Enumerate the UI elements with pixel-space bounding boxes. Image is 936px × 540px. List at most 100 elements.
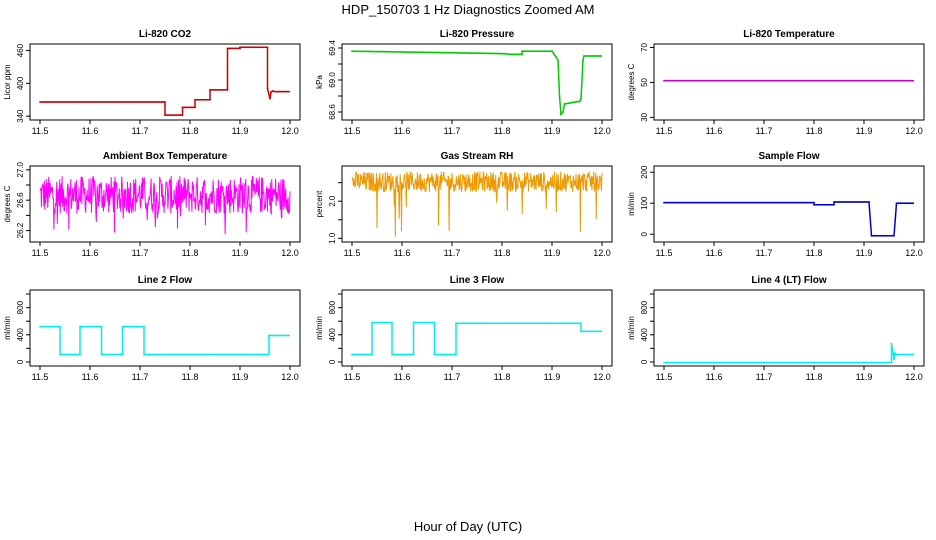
data-point <box>43 325 45 328</box>
data-point <box>705 361 707 364</box>
data-point <box>815 203 817 206</box>
data-point <box>766 361 769 364</box>
data-point <box>469 322 471 325</box>
data-point <box>395 353 397 356</box>
data-point <box>533 50 535 53</box>
data-point <box>363 353 365 356</box>
y-tick-label: 400 <box>16 76 25 90</box>
data-point <box>405 51 407 53</box>
data-point <box>723 201 725 204</box>
data-point <box>266 353 268 356</box>
x-tick-label: 11.7 <box>756 126 773 136</box>
x-tick-label: 11.9 <box>856 372 873 382</box>
data-point <box>828 361 831 364</box>
data-point <box>503 52 505 55</box>
data-point <box>671 79 673 82</box>
x-tick-label: 11.8 <box>494 372 511 382</box>
data-point <box>596 330 599 333</box>
data-point <box>859 79 861 82</box>
data-point <box>266 46 269 49</box>
data-point <box>385 50 387 53</box>
data-point <box>256 46 259 49</box>
data-point <box>357 50 359 53</box>
x-tick-label: 11.8 <box>182 372 199 382</box>
data-point <box>355 353 357 356</box>
data-point <box>693 79 695 82</box>
data-point <box>557 59 559 61</box>
data-point <box>471 322 473 325</box>
data-point <box>65 353 67 356</box>
data-point <box>130 101 133 103</box>
data-point <box>96 325 99 328</box>
x-tick-label: 11.9 <box>856 126 873 136</box>
data-point <box>137 325 140 328</box>
data-point <box>209 98 211 101</box>
data-point <box>784 361 787 364</box>
data-point <box>202 353 205 356</box>
data-point <box>809 79 811 82</box>
data-point <box>262 46 265 49</box>
data-point <box>100 325 103 328</box>
data-point <box>230 47 233 50</box>
data-point <box>833 203 835 206</box>
data-point <box>542 322 545 325</box>
x-tick-label: 11.9 <box>544 372 561 382</box>
data-point <box>361 50 363 53</box>
data-point <box>848 201 851 203</box>
data-point <box>81 325 83 328</box>
data-point <box>767 201 769 204</box>
data-point <box>59 325 61 328</box>
data-point <box>872 234 875 237</box>
data-point <box>757 201 759 204</box>
data-point <box>241 46 243 49</box>
data-point <box>798 361 801 364</box>
data-point <box>82 101 85 103</box>
data-point <box>790 361 793 364</box>
data-point <box>413 51 415 54</box>
data-point <box>159 353 161 356</box>
data-point <box>857 79 859 82</box>
data-point <box>791 79 793 82</box>
data-point <box>905 79 907 82</box>
data-point <box>741 201 743 204</box>
data-point <box>834 361 837 364</box>
data-point <box>246 353 249 356</box>
data-point <box>669 79 671 82</box>
data-point <box>169 114 172 116</box>
data-point <box>742 361 745 364</box>
data-point <box>819 203 821 206</box>
data-point <box>282 90 285 93</box>
data-point <box>79 353 81 356</box>
data-point <box>371 321 373 324</box>
data-point <box>58 101 61 103</box>
data-point <box>181 114 184 116</box>
data-point <box>425 51 427 54</box>
x-tick-label: 12.0 <box>905 372 923 382</box>
data-point <box>851 79 853 82</box>
x-tick-label: 11.7 <box>756 248 773 258</box>
data-point <box>677 79 679 82</box>
data-point <box>847 79 849 82</box>
data-point <box>79 325 81 328</box>
x-tick-label: 11.5 <box>656 372 673 382</box>
data-point <box>367 353 369 356</box>
data-point <box>473 322 475 325</box>
data-point <box>204 353 207 356</box>
data-point <box>218 353 221 356</box>
x-tick-label: 11.6 <box>394 372 411 382</box>
data-point <box>719 361 721 364</box>
data-point <box>713 79 715 82</box>
data-point <box>353 50 355 53</box>
data-point <box>536 322 539 325</box>
data-point <box>43 101 45 103</box>
data-point <box>109 353 111 356</box>
data-point <box>361 353 363 356</box>
data-point <box>71 353 73 356</box>
data-point <box>125 325 128 328</box>
data-point <box>811 79 813 82</box>
data-point <box>701 79 703 82</box>
data-point <box>371 50 373 53</box>
data-point <box>53 101 55 103</box>
data-point <box>490 322 493 325</box>
data-point <box>157 353 159 356</box>
